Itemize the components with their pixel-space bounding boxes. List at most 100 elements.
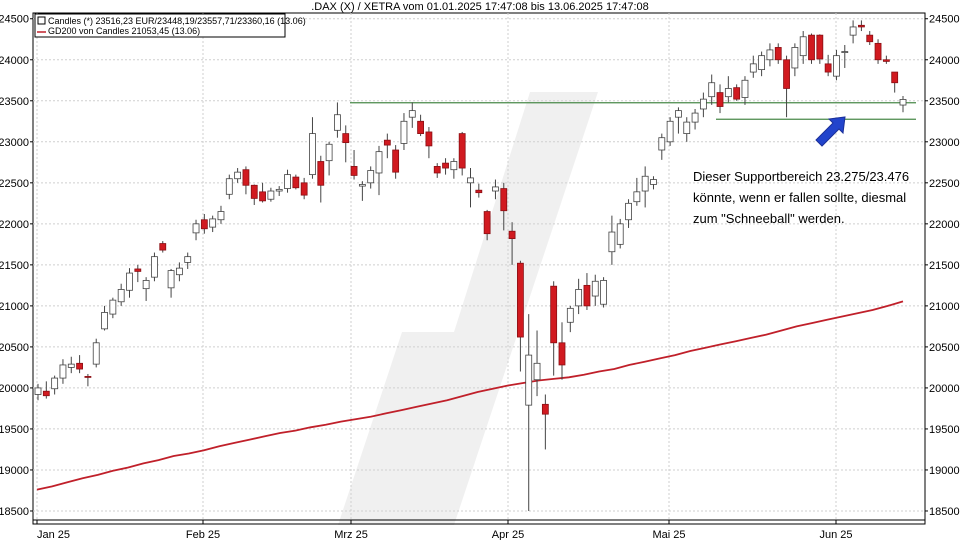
candle-body-down (84, 376, 92, 378)
y-tick-label-right: 20000 (929, 383, 960, 395)
candle (367, 166, 375, 189)
y-tick-label-left: 18500 (0, 506, 29, 518)
y-tick-label-left: 24500 (0, 14, 29, 26)
candle-body-down (200, 219, 208, 230)
candle-body-up (641, 175, 649, 192)
candle-body-down (242, 169, 250, 186)
candle (733, 84, 741, 101)
candle-body-up (899, 99, 907, 106)
candle (309, 117, 316, 179)
candle (467, 168, 474, 208)
candle (899, 96, 907, 113)
candle (151, 252, 158, 282)
candle-body-down (442, 162, 449, 169)
y-tick-label-right: 18500 (929, 506, 960, 518)
candle (749, 55, 757, 78)
candle (533, 330, 541, 397)
y-tick-label-left: 20500 (0, 342, 29, 354)
candle (317, 155, 325, 203)
candle (666, 117, 674, 146)
candle-body-down (392, 149, 400, 173)
candle (724, 76, 732, 103)
x-tick-label: Jun 25 (819, 529, 852, 540)
candle (217, 205, 225, 224)
candle (433, 163, 441, 178)
candle-body-down (317, 161, 325, 186)
candle (126, 268, 133, 298)
candle-body-up (666, 120, 674, 143)
candle (42, 381, 50, 399)
candle (808, 33, 815, 64)
candle (508, 222, 516, 265)
candle-body-up (741, 79, 749, 98)
watermark-logo (338, 92, 598, 525)
candle-body-up (791, 47, 799, 69)
candle-body-up (658, 137, 666, 151)
candle (641, 166, 649, 208)
candle (334, 102, 341, 138)
candle (292, 174, 300, 190)
candle-body-down (42, 390, 50, 397)
candle (566, 305, 574, 333)
candle (558, 322, 566, 380)
candle (392, 145, 400, 179)
candle-body-down (882, 59, 890, 62)
y-tick-label-left: 21500 (0, 260, 29, 272)
candle-body-up (151, 256, 158, 278)
arrow-icon (815, 116, 846, 147)
candle-body-up (234, 171, 242, 180)
candle (608, 215, 616, 265)
plot-frame (32, 12, 926, 525)
chart-annotation: Dieser Supportbereich 23.275/23.476 könn… (693, 166, 933, 229)
candle-body-down (383, 139, 391, 146)
candle (583, 273, 591, 310)
candle-body-down (259, 191, 266, 202)
candle-body-down (342, 133, 350, 144)
y-tick-label-right: 23000 (929, 137, 960, 149)
candle (59, 359, 67, 384)
candle-body-up (799, 36, 807, 57)
candle-body-down (425, 131, 433, 147)
candle-body-up (633, 191, 641, 203)
candle (791, 43, 799, 77)
candle-body-down (134, 268, 142, 272)
candle (799, 31, 807, 64)
candle-body-down (517, 262, 524, 338)
candle (267, 187, 275, 202)
y-tick-label-right: 19500 (929, 424, 960, 436)
candle (783, 55, 790, 118)
y-tick-label-left: 23000 (0, 137, 29, 149)
candle (891, 71, 899, 93)
candle-body-up (284, 174, 291, 189)
candle-body-down (541, 403, 549, 415)
candle-body-down (483, 211, 491, 235)
x-tick-label: Feb 25 (186, 529, 220, 540)
candle-body-up (192, 223, 200, 234)
candle (442, 158, 449, 175)
candle (184, 252, 192, 269)
candle-body-up (367, 170, 375, 184)
candle-body-up (749, 63, 757, 73)
candle (475, 183, 483, 198)
y-tick-label-right: 24500 (929, 14, 960, 26)
candle (550, 281, 558, 376)
candle-body-up (175, 267, 183, 276)
y-tick-label-right: 19000 (929, 465, 960, 477)
candle-body-down (76, 362, 83, 370)
candle (225, 174, 233, 200)
candle-body-up (616, 223, 624, 245)
candle (658, 133, 666, 160)
candle (833, 49, 840, 81)
candle-body-up (591, 280, 599, 297)
candle-body-up (525, 354, 533, 406)
candle (400, 113, 408, 151)
candle-body-up (51, 377, 59, 390)
candle (342, 125, 350, 163)
candle (425, 127, 433, 159)
annotation-line-3: zum "Schneeball" werden. (693, 211, 845, 226)
candle-body-up (325, 143, 333, 162)
y-tick-label-left: 22500 (0, 178, 29, 190)
candle (192, 219, 200, 241)
candle (716, 84, 724, 114)
